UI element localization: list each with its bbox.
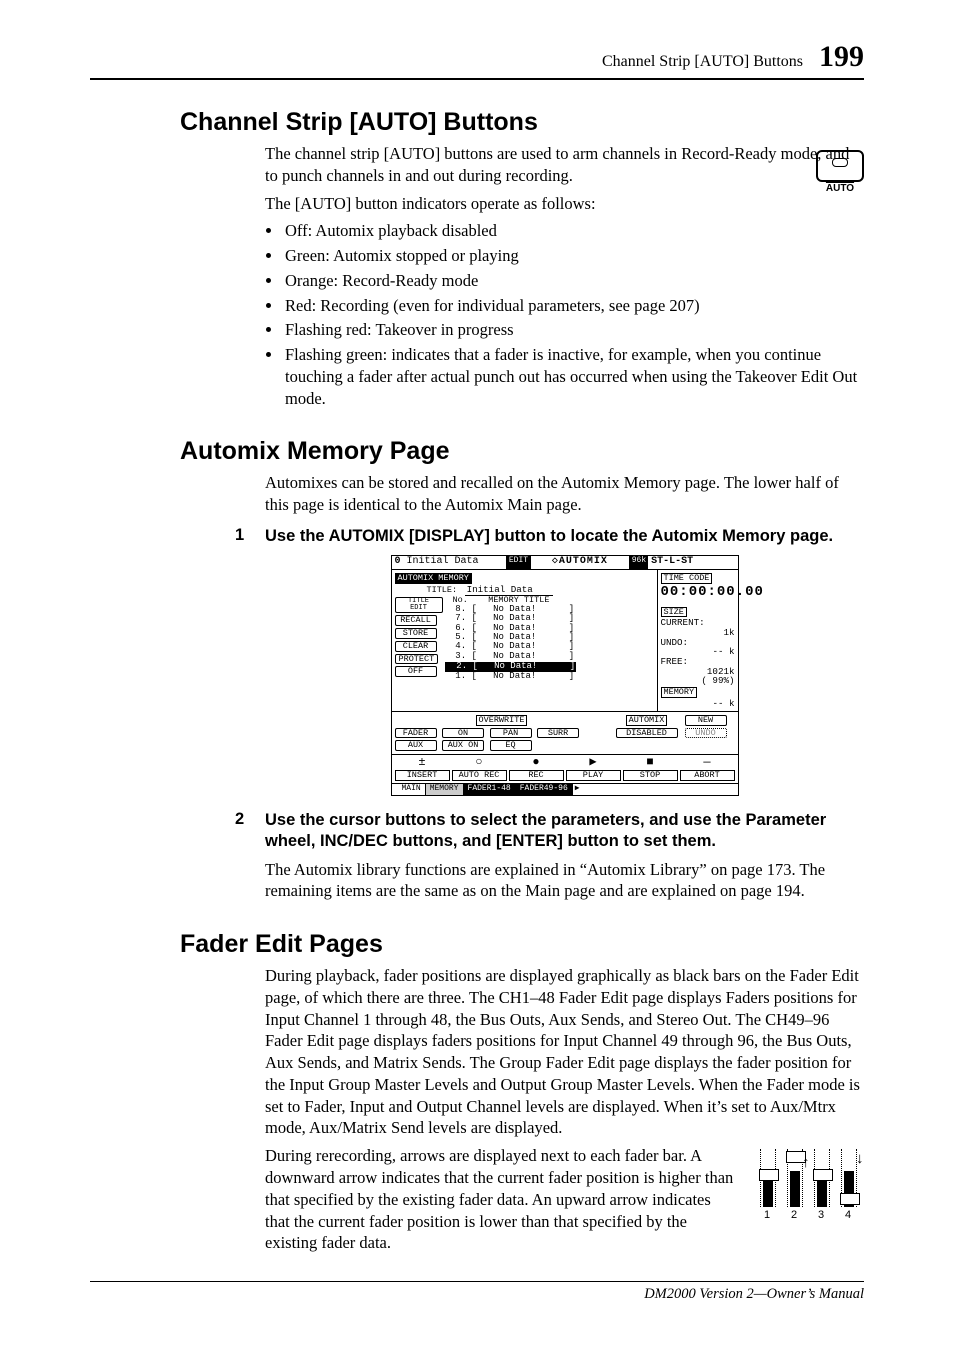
size-current-label: CURRENT: [661, 617, 705, 628]
section2-heading: Automix Memory Page [180, 437, 864, 466]
lcd-automix-section: AUTOMIX DISABLED [612, 714, 682, 753]
fader-number: 2 [787, 1209, 801, 1221]
size-free-value2: ( 99%) [701, 676, 734, 686]
ow-auxon-button[interactable]: AUX ON [442, 740, 484, 751]
new-button[interactable]: NEW [685, 715, 727, 726]
lcd-preset-name: Initial Data [407, 556, 479, 567]
fader-track [787, 1149, 803, 1207]
automix-state-button[interactable]: DISABLED [616, 728, 678, 739]
bullet: Off: Automix playback disabled [283, 220, 864, 242]
fader-illustration: 1 2 ↑ 3 4 ↓ [754, 1149, 864, 1235]
lcd-recall-button[interactable]: RECALL [395, 615, 437, 626]
size-undo-value: -- k [712, 647, 734, 657]
automix-label: AUTOMIX [626, 715, 668, 726]
ow-on-button[interactable]: ON [442, 728, 484, 739]
step-text: Use the cursor buttons to select the par… [265, 810, 864, 853]
bullet: Flashing green: indicates that a fader i… [283, 344, 864, 409]
tab-scroll-right-icon[interactable]: ▶ [573, 784, 582, 794]
auto-button-diagram: AUTO [816, 150, 864, 194]
lcd-size-label: SIZE [661, 607, 687, 618]
fader-number: 4 [841, 1209, 855, 1221]
size-undo-label: UNDO: [661, 637, 689, 648]
transport-stop-button[interactable]: ■STOP [623, 756, 678, 782]
fader-track [841, 1149, 857, 1207]
lcd-side-button-col: TITLE EDIT RECALL STORE CLEAR PROTECT OF… [395, 596, 443, 681]
transport-insert-button[interactable]: ±INSERT [395, 756, 450, 782]
bullet: Flashing red: Takeover in progress [283, 319, 864, 341]
lcd-memory-list: No. MEMORY TITLE 8. [ No Data! ] 7. [ No… [443, 596, 654, 681]
fader-number: 3 [814, 1209, 828, 1221]
lcd-tab-memory[interactable]: MEMORY [426, 784, 464, 794]
lcd-timecode: 00:00:00.00 [661, 584, 764, 600]
fader-track [760, 1149, 776, 1207]
size-memory-value: -- k [712, 699, 734, 709]
ow-pan-button[interactable]: PAN [490, 728, 532, 739]
lcd-bank: 0 [395, 556, 401, 567]
lcd-right-panel: TIME CODE 00:00:00.00 SIZE CURRENT: 1k U… [658, 570, 738, 711]
ow-surr-button[interactable]: SURR [537, 728, 579, 739]
size-memory-label: MEMORY [661, 687, 698, 698]
bullet: Red: Recording (even for individual para… [283, 295, 864, 317]
size-free-label: FREE: [661, 656, 689, 667]
step-1: 1 Use the AUTOMIX [DISPLAY] button to lo… [265, 526, 864, 547]
lcd-protect-button[interactable]: PROTECT [395, 654, 439, 665]
lcd-clear-button[interactable]: CLEAR [395, 641, 437, 652]
memory-row[interactable]: 1. [ No Data! ] [445, 672, 654, 681]
page-header: Channel Strip [AUTO] Buttons 199 [90, 40, 864, 80]
arrow-up-icon: ↑ [802, 1155, 810, 1170]
page-footer: DM2000 Version 2—Owner’s Manual [90, 1281, 864, 1303]
section3-heading: Fader Edit Pages [180, 930, 864, 959]
section2-p2: The Automix library functions are explai… [265, 859, 864, 903]
step-text: Use the AUTOMIX [DISPLAY] button to loca… [265, 526, 833, 547]
arrow-down-icon: ↓ [856, 1151, 864, 1166]
lcd-overwrite-section: OVERWRITE FADER ON PAN SURR AUX AUX ON E… [395, 714, 609, 753]
ow-aux-button[interactable]: AUX [395, 740, 437, 751]
lcd-channel: ST-L-ST [648, 556, 737, 569]
section1-bullets: Off: Automix playback disabled Green: Au… [265, 220, 864, 409]
transport-play-button[interactable]: ▶PLAY [566, 756, 621, 782]
auto-button-label: AUTO [816, 183, 864, 194]
running-title: Channel Strip [AUTO] Buttons [602, 53, 803, 70]
fader-number: 1 [760, 1209, 774, 1221]
fader-track [814, 1149, 830, 1207]
lcd-panel-label: AUTOMIX MEMORY [395, 573, 472, 584]
transport-auto-rec-button[interactable]: ○AUTO REC [452, 756, 507, 782]
lcd-timecode-label: TIME CODE [661, 573, 713, 584]
lcd-transport: ±INSERT○AUTO REC●REC▶PLAY■STOP—ABORT [392, 755, 738, 783]
section1-p2: The [AUTO] button indicators operate as … [265, 193, 864, 215]
step-number: 1 [235, 526, 265, 547]
overwrite-label: OVERWRITE [476, 715, 528, 726]
lcd-rate-badge: 96k [629, 556, 648, 569]
lcd-off-button[interactable]: OFF [395, 666, 437, 677]
lcd-tab-main[interactable]: MAIN [398, 784, 426, 794]
lcd-screenshot: 0 Initial Data EDIT ◇AUTOMIX 96k ST-L-ST… [391, 555, 739, 795]
lcd-new-undo-section: NEW UNDO [685, 714, 735, 753]
lcd-page-name: ◇AUTOMIX [531, 556, 629, 569]
ow-eq-button[interactable]: EQ [490, 740, 532, 751]
memory-row[interactable]: 3. [ No Data! ] [445, 652, 654, 661]
lcd-tab-fader1-48[interactable]: FADER1-48 [464, 784, 516, 794]
section1-heading: Channel Strip [AUTO] Buttons [180, 108, 864, 137]
step-number: 2 [235, 810, 265, 853]
lcd-title-label: TITLE: [425, 586, 460, 595]
lcd-tab-fader49-96[interactable]: FADER49-96 [516, 784, 573, 794]
ow-fader-button[interactable]: FADER [395, 728, 437, 739]
bullet: Green: Automix stopped or playing [283, 245, 864, 267]
section1-p1: The channel strip [AUTO] buttons are use… [265, 143, 864, 187]
lcd-title-edit-button[interactable]: TITLE EDIT [395, 597, 443, 613]
auto-button-shape [816, 150, 864, 182]
step-2: 2 Use the cursor buttons to select the p… [265, 810, 864, 853]
transport-rec-button[interactable]: ●REC [509, 756, 564, 782]
lcd-titlebar: 0 Initial Data EDIT ◇AUTOMIX 96k ST-L-ST [392, 556, 738, 570]
undo-button[interactable]: UNDO [685, 728, 727, 739]
lcd-store-button[interactable]: STORE [395, 628, 437, 639]
lcd-edit-badge: EDIT [506, 556, 531, 569]
transport-abort-button[interactable]: —ABORT [680, 756, 735, 782]
size-current-value: 1k [723, 628, 734, 638]
section3-p1: During playback, fader positions are dis… [265, 965, 864, 1139]
section2-p1: Automixes can be stored and recalled on … [265, 472, 864, 516]
bullet: Orange: Record-Ready mode [283, 270, 864, 292]
page-number: 199 [819, 40, 864, 73]
lcd-tabs: MAINMEMORYFADER1-48FADER49-96▶ [392, 783, 738, 794]
